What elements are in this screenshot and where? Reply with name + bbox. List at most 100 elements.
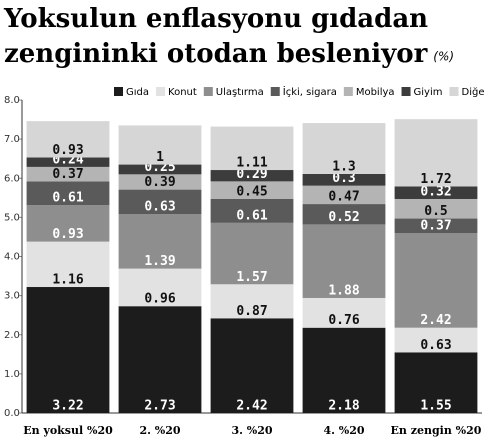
bar-segment [26,287,110,413]
value-label: 0.96 [144,292,175,307]
bar-segment [118,189,202,215]
bar-segment [210,198,294,223]
y-tick-label: 5.0 [4,212,20,223]
bar-segment [118,125,202,165]
legend-swatch [270,87,280,96]
legend-swatch [401,87,411,96]
value-label: 0.76 [328,313,359,328]
bar-segment [210,170,294,182]
bar-segment [302,173,386,186]
y-tick-label: 2.0 [4,330,20,341]
bar-segment [26,157,110,167]
legend-swatch [343,87,353,96]
value-label: 0.63 [420,338,451,353]
bar-segment [394,352,478,413]
legend-label: Mobilya [356,87,395,98]
bar-segment [26,181,110,206]
value-label: 1.11 [236,156,267,171]
value-label: 1 [156,150,164,165]
legend-label: İçki, sigara [283,85,337,98]
bar-segment [302,297,386,328]
value-label: 0.37 [420,219,451,234]
bar-segment [118,214,202,269]
bar-segment [302,204,386,225]
value-label: 1.55 [420,399,451,414]
y-tick-label: 4.0 [4,252,20,263]
bar-segment [394,119,478,187]
value-label: 0.61 [236,208,267,223]
y-tick-label: 7.0 [4,134,20,145]
value-label: 0.37 [52,167,83,182]
bar-segment [394,198,478,219]
bar-segment [302,123,386,174]
y-tick-label: 1.0 [4,369,20,380]
legend-label: Diğer [462,86,484,98]
x-tick-label: 4. %20 [323,424,364,437]
legend-label: Giyim [414,87,443,98]
bar-segment [118,174,202,190]
bar-segment [26,205,110,242]
value-label: 0.32 [420,184,451,199]
value-label: 0.93 [52,227,83,242]
x-tick-label: 3. %20 [231,424,272,437]
value-label: 0.39 [144,175,175,190]
bar-segment [210,181,294,199]
value-label: 1.88 [328,283,359,298]
x-tick-label: 2. %20 [139,424,180,437]
legend-label: Gıda [126,87,149,98]
y-tick-label: 6.0 [4,173,20,184]
value-label: 0.3 [332,171,355,186]
value-label: 2.42 [420,313,451,328]
value-label: 0.47 [328,190,359,205]
value-label: 1.57 [236,270,267,285]
bar-segment [302,185,386,205]
bar-segment [118,306,202,413]
bar-segment [26,166,110,182]
chart-title: zengininki otodan besleniyor [4,39,428,69]
bar-segment [26,241,110,288]
value-label: 0.87 [236,304,267,319]
x-tick-label: En yoksul %20 [23,424,113,437]
value-label: 3.22 [52,399,83,414]
bar-segment [394,327,478,353]
legend-swatch [449,87,459,96]
bar-segment [210,126,294,171]
value-label: 0.93 [52,143,83,158]
x-tick-label: En zengin %20 [391,424,482,437]
value-label: 1.3 [332,159,355,174]
bar-segment [118,268,202,307]
value-label: 1.72 [420,172,451,187]
bar-segment [210,318,294,413]
value-label: 2.18 [328,399,359,414]
y-tick-label: 3.0 [4,291,20,302]
value-label: 0.52 [328,210,359,225]
bar-segment [394,186,478,199]
value-label: 0.61 [52,191,83,206]
legend-label: Konut [168,87,197,98]
bar-segment [118,164,202,175]
chart-title: Yoksulun enflasyonu gıdadan [3,4,428,34]
unit-label: (%) [433,50,454,64]
legend-swatch [203,87,213,96]
value-label: 2.73 [144,399,175,414]
value-label: 2.42 [236,399,267,414]
bar-segment [210,284,294,319]
value-label: 1.16 [52,273,83,288]
value-label: 0.63 [144,200,175,215]
value-label: 0.45 [236,184,267,199]
value-label: 0.29 [236,167,267,182]
bar-segment [394,218,478,234]
bar-segment [210,222,294,285]
y-tick-label: 0.0 [4,408,20,419]
legend-swatch [156,87,166,96]
bar-segment [394,233,478,328]
bar-segment [26,121,110,158]
bar-segment [302,327,386,413]
legend-label: Ulaştırma [216,87,264,98]
legend-swatch [114,87,123,96]
bar-segment [302,224,386,298]
y-tick-label: 8.0 [4,95,20,106]
value-label: 0.5 [424,204,447,219]
value-label: 1.39 [144,254,175,269]
